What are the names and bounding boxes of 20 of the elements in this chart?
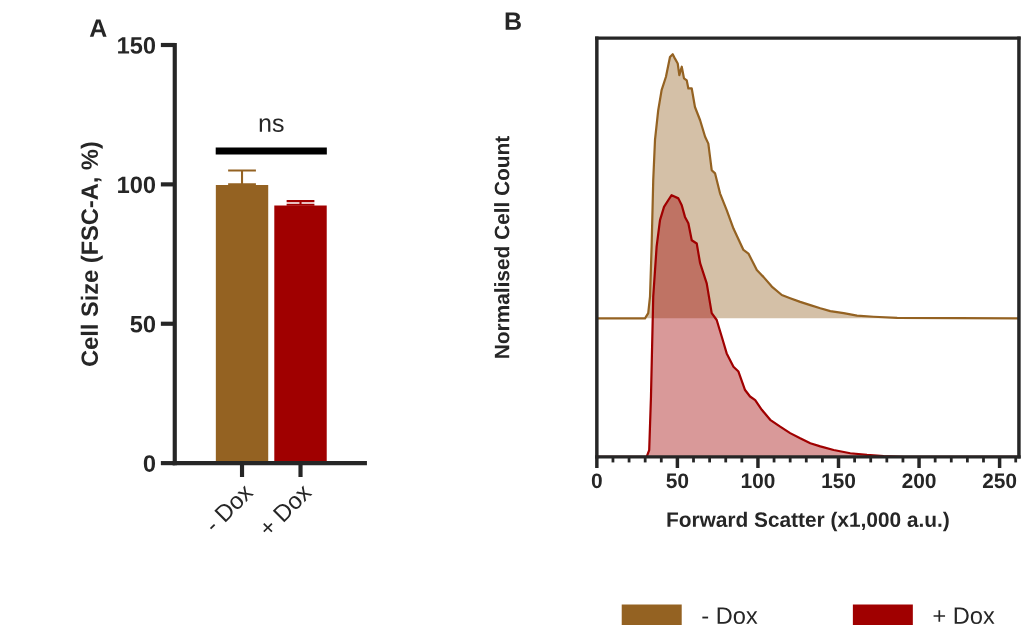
x-tick-label: 50 (666, 473, 689, 489)
x-tick-label: 150 (822, 473, 856, 489)
x-tick-label: - Dox (203, 482, 255, 534)
x-tick-label: 100 (741, 473, 775, 489)
y-tick-label: 50 (130, 315, 156, 333)
x-tick-label: 0 (591, 473, 602, 489)
y-tick-label: 0 (143, 455, 156, 472)
y-axis-title: Normalised Cell Count (494, 136, 510, 358)
y-tick-label: 150 (118, 37, 156, 54)
legend-label: + Dox (933, 607, 995, 625)
x-tick-label: + Dox (257, 482, 313, 538)
x-axis-title: Forward Scatter (x1,000 a.u.) (667, 511, 949, 532)
y-axis-title: Cell Size (FSC-A, %) (80, 142, 103, 366)
annotation: ns (259, 118, 284, 133)
x-tick-label: 200 (902, 473, 936, 489)
x-tick-label: 250 (982, 473, 1017, 489)
chart-title: B (505, 12, 521, 30)
legend-label: - Dox (702, 607, 758, 625)
chart-title: A (89, 19, 107, 37)
y-tick-label: 100 (118, 176, 156, 194)
